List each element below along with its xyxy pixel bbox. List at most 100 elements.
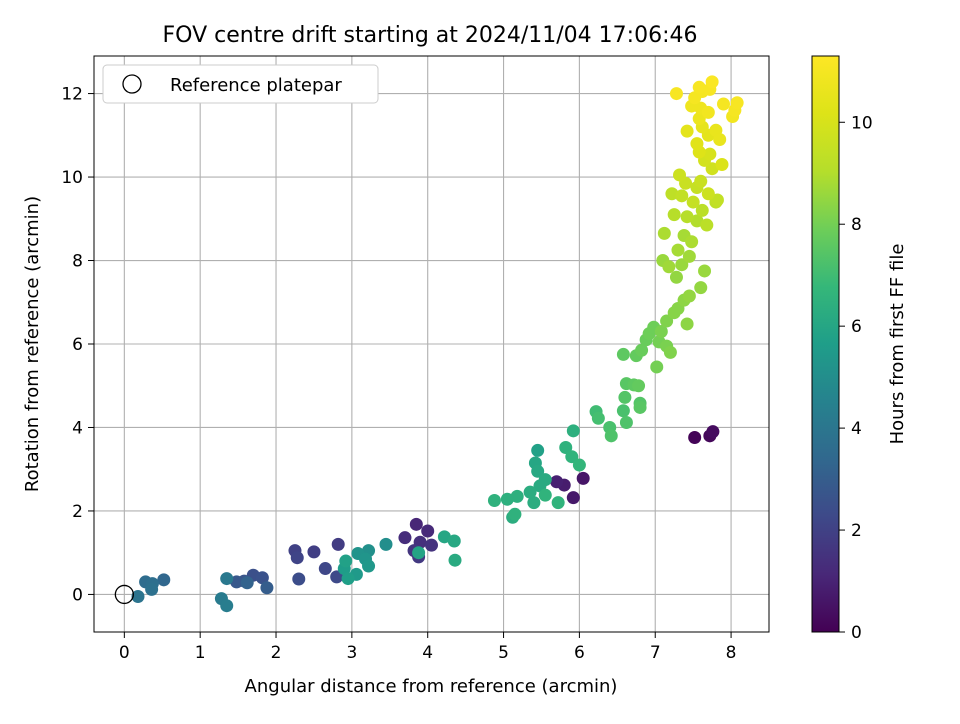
data-point [523,485,537,499]
data-point [510,489,524,503]
data-point [706,425,720,439]
data-point [695,203,709,217]
y-tick-label: 6 [72,335,83,355]
data-point [685,235,699,249]
y-axis: 0 2 4 6 8 10 12 [61,85,94,605]
data-point [240,576,254,590]
y-tick-label: 8 [72,252,83,272]
data-point [703,147,717,161]
x-tick-label: 6 [574,643,585,663]
data-point [398,531,412,545]
data-point [698,264,712,278]
legend-box [102,64,379,104]
x-tick-label: 3 [346,643,357,663]
data-point [701,105,715,119]
y-axis-label: Rotation from reference (arcmin) [22,196,43,492]
x-tick-label: 4 [422,643,433,663]
y-tick-label: 10 [61,168,83,188]
data-point [508,507,522,521]
data-point [694,174,708,188]
scatter-points [131,75,744,613]
chart-title: FOV centre drift starting at 2024/11/04 … [163,23,698,48]
data-point [680,124,694,138]
data-point [680,210,694,224]
data-point [705,162,719,176]
data-point [682,249,696,263]
data-point [331,537,345,551]
data-point [487,494,501,508]
data-point [255,571,269,585]
data-point [409,517,423,531]
data-point [686,195,700,209]
colorbar-tick-label: 6 [851,317,862,337]
data-point [633,400,647,414]
data-point [448,553,462,567]
data-point [680,317,694,331]
data-point [531,464,545,478]
data-point [616,347,630,361]
data-point [682,289,696,303]
data-point [660,314,674,328]
data-point [425,538,438,552]
data-point [657,226,671,240]
data-point [667,208,681,222]
data-point [632,379,646,393]
data-point [665,187,679,201]
data-point [700,218,714,232]
data-point [145,582,159,596]
colorbar-tick-label: 0 [851,623,862,643]
data-point [230,575,244,589]
data-point [565,450,579,464]
data-point [412,546,426,560]
data-point [318,562,332,576]
data-point [654,324,668,338]
y-tick-label: 0 [72,585,83,605]
data-point [531,443,545,457]
x-tick-label: 5 [498,643,509,663]
x-tick-label: 1 [195,643,206,663]
data-point [220,572,234,586]
data-point [572,458,586,472]
data-point [616,404,630,418]
colorbar-tick-label: 2 [851,521,862,541]
data-point [635,343,649,357]
x-tick-label: 2 [271,643,282,663]
data-point [330,570,344,584]
data-point [650,360,664,374]
data-point [705,75,719,89]
data-point [591,411,605,425]
reference-platepar-marker [114,584,134,605]
data-point [307,545,321,559]
data-point [688,430,702,444]
data-point [730,96,744,110]
x-tick-label: 8 [726,643,737,663]
legend: Reference platepar [102,64,379,104]
data-point [692,112,706,126]
data-point [710,193,724,207]
legend-marker-icon [122,74,142,94]
data-point [131,590,145,604]
data-point [260,581,274,595]
data-point [694,281,708,295]
colorbar-label: Hours from first FF file [887,244,908,445]
data-point [576,471,590,485]
colorbar-tick-label: 8 [851,215,862,235]
data-point [716,97,730,111]
legend-entry: Reference platepar [170,75,342,96]
data-point [292,572,306,586]
colorbar-gradient [811,55,840,633]
data-point [604,429,618,443]
y-tick-label: 4 [72,418,83,438]
data-point [527,496,541,510]
data-point [619,415,633,429]
data-point [715,158,729,172]
data-point [673,168,687,182]
data-point [701,187,715,201]
y-tick-label: 12 [61,85,83,105]
data-point [566,491,580,505]
data-point [690,137,704,151]
data-point [550,475,564,489]
data-point [675,189,689,203]
data-point [362,559,376,573]
